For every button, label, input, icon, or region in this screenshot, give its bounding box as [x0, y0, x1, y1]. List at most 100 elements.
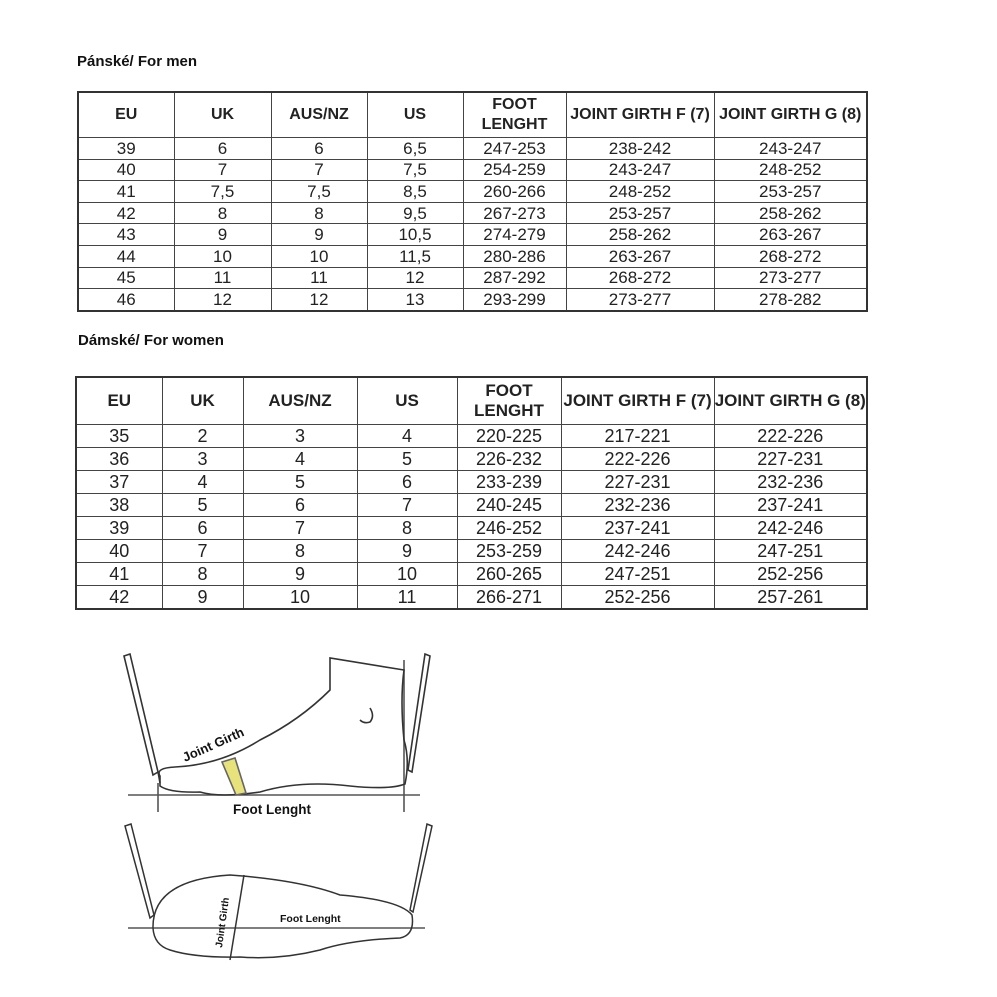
table-row: 41 8 9 10 260-265 247-251 252-256 [75, 562, 868, 586]
column-header: FOOT LENGHT [462, 91, 567, 138]
table-row: 41 7,5 7,5 8,5 260-266 248-252 253-257 [77, 180, 868, 203]
table-cell: 10 [242, 585, 358, 610]
table-row: 38 5 6 7 240-245 232-236 237-241 [75, 493, 868, 517]
table-cell: 8,5 [366, 180, 464, 203]
table-cell: 42 [75, 585, 163, 610]
column-header: UK [173, 91, 272, 138]
table-cell: 253-257 [713, 180, 868, 203]
table-row: 36 3 4 5 226-232 222-226 227-231 [75, 447, 868, 471]
table-cell: 254-259 [462, 158, 567, 182]
measuring-tape [220, 757, 248, 796]
table-row: 43 9 9 10,5 274-279 258-262 263-267 [77, 223, 868, 246]
table-cell: 257-261 [713, 585, 868, 610]
table-cell: 252-256 [713, 562, 868, 586]
table-cell: 7 [270, 158, 368, 182]
right-pencil-icon [409, 822, 433, 914]
table-cell: 44 [77, 244, 175, 268]
table-cell: 267-273 [462, 201, 567, 225]
table-cell: 280-286 [462, 244, 567, 268]
table-cell: 252-256 [560, 585, 715, 610]
table-cell: 258-262 [713, 201, 868, 225]
men-heading: Pánské/ For men [77, 53, 198, 70]
table-cell: 38 [75, 493, 163, 517]
table-cell: 227-231 [713, 447, 868, 471]
women-heading: Dámské/ For women [78, 332, 224, 349]
table-cell: 6,5 [366, 137, 464, 160]
table-cell: 37 [75, 470, 163, 494]
column-header: EU [77, 91, 175, 138]
men-size-table: EU UK AUS/NZ US FOOT LENGHT JOINT GIRTH F (7)… [77, 91, 868, 312]
top-view [124, 822, 433, 961]
table-cell: 39 [75, 516, 163, 540]
column-header: JOINT GIRTH F (7) [560, 376, 715, 425]
table-cell: 222-226 [560, 447, 715, 471]
table-cell: 8 [161, 562, 244, 586]
column-header: JOINT GIRTH G (8) [713, 376, 868, 425]
table-cell: 260-265 [456, 562, 562, 586]
table-row: 46 12 12 13 293-299 273-277 278-282 [77, 288, 868, 312]
top-foot-length-label: Foot Lenght [280, 913, 341, 925]
table-cell: 248-252 [565, 180, 715, 203]
column-header: US [366, 91, 464, 138]
table-cell: 247-251 [713, 539, 868, 563]
table-cell: 6 [270, 137, 368, 160]
table-cell: 273-277 [565, 288, 715, 312]
table-cell: 237-241 [713, 493, 868, 517]
table-cell: 3 [242, 424, 358, 448]
table-row: 39 6 6 6,5 247-253 238-242 243-247 [77, 137, 868, 160]
table-cell: 41 [75, 562, 163, 586]
table-cell: 246-252 [456, 516, 562, 540]
side-joint-girth-label: Joint Girth [180, 724, 246, 764]
table-cell: 36 [75, 447, 163, 471]
table-cell: 10,5 [366, 223, 464, 246]
column-header: EU [75, 376, 163, 425]
foot-outline [158, 657, 409, 796]
table-cell: 46 [77, 288, 175, 312]
table-cell: 2 [161, 424, 244, 448]
table-cell: 42 [77, 201, 175, 225]
table-row: 42 9 10 11 266-271 252-256 257-261 [75, 585, 868, 610]
table-cell: 220-225 [456, 424, 562, 448]
table-cell: 4 [356, 424, 458, 448]
table-cell: 247-253 [462, 137, 567, 160]
table-row: 40 7 7 7,5 254-259 243-247 248-252 [77, 158, 868, 182]
column-header: JOINT GIRTH G (8) [713, 91, 868, 138]
table-cell: 40 [77, 158, 175, 182]
table-cell: 243-247 [565, 158, 715, 182]
table-row: 35 2 3 4 220-225 217-221 222-226 [75, 424, 868, 448]
table-cell: 266-271 [456, 585, 562, 610]
table-cell: 5 [356, 447, 458, 471]
table-cell: 8 [173, 201, 272, 225]
column-header: FOOT LENGHT [456, 376, 562, 425]
table-cell: 7,5 [173, 180, 272, 203]
table-cell: 9 [173, 223, 272, 246]
column-header: JOINT GIRTH F (7) [565, 91, 715, 138]
table-cell: 242-246 [560, 539, 715, 563]
table-cell: 293-299 [462, 288, 567, 312]
table-cell: 260-266 [462, 180, 567, 203]
column-header: UK [161, 376, 244, 425]
table-cell: 247-251 [560, 562, 715, 586]
table-cell: 240-245 [456, 493, 562, 517]
table-cell: 43 [77, 223, 175, 246]
table-cell: 278-282 [713, 288, 868, 312]
table-cell: 238-242 [565, 137, 715, 160]
top-joint-girth-label: Joint Girth [214, 897, 232, 949]
table-cell: 217-221 [560, 424, 715, 448]
table-cell: 9,5 [366, 201, 464, 225]
table-row: 37 4 5 6 233-239 227-231 232-236 [75, 470, 868, 494]
table-cell: 242-246 [713, 516, 868, 540]
table-cell: 263-267 [713, 223, 868, 246]
table-cell: 13 [366, 288, 464, 312]
column-header: AUS/NZ [270, 91, 368, 138]
table-cell: 222-226 [713, 424, 868, 448]
table-cell: 39 [77, 137, 175, 160]
right-pencil-icon [407, 652, 431, 774]
table-cell: 274-279 [462, 223, 567, 246]
table-cell: 3 [161, 447, 244, 471]
table-cell: 6 [161, 516, 244, 540]
table-cell: 12 [270, 288, 368, 312]
table-cell: 243-247 [713, 137, 868, 160]
table-cell: 258-262 [565, 223, 715, 246]
